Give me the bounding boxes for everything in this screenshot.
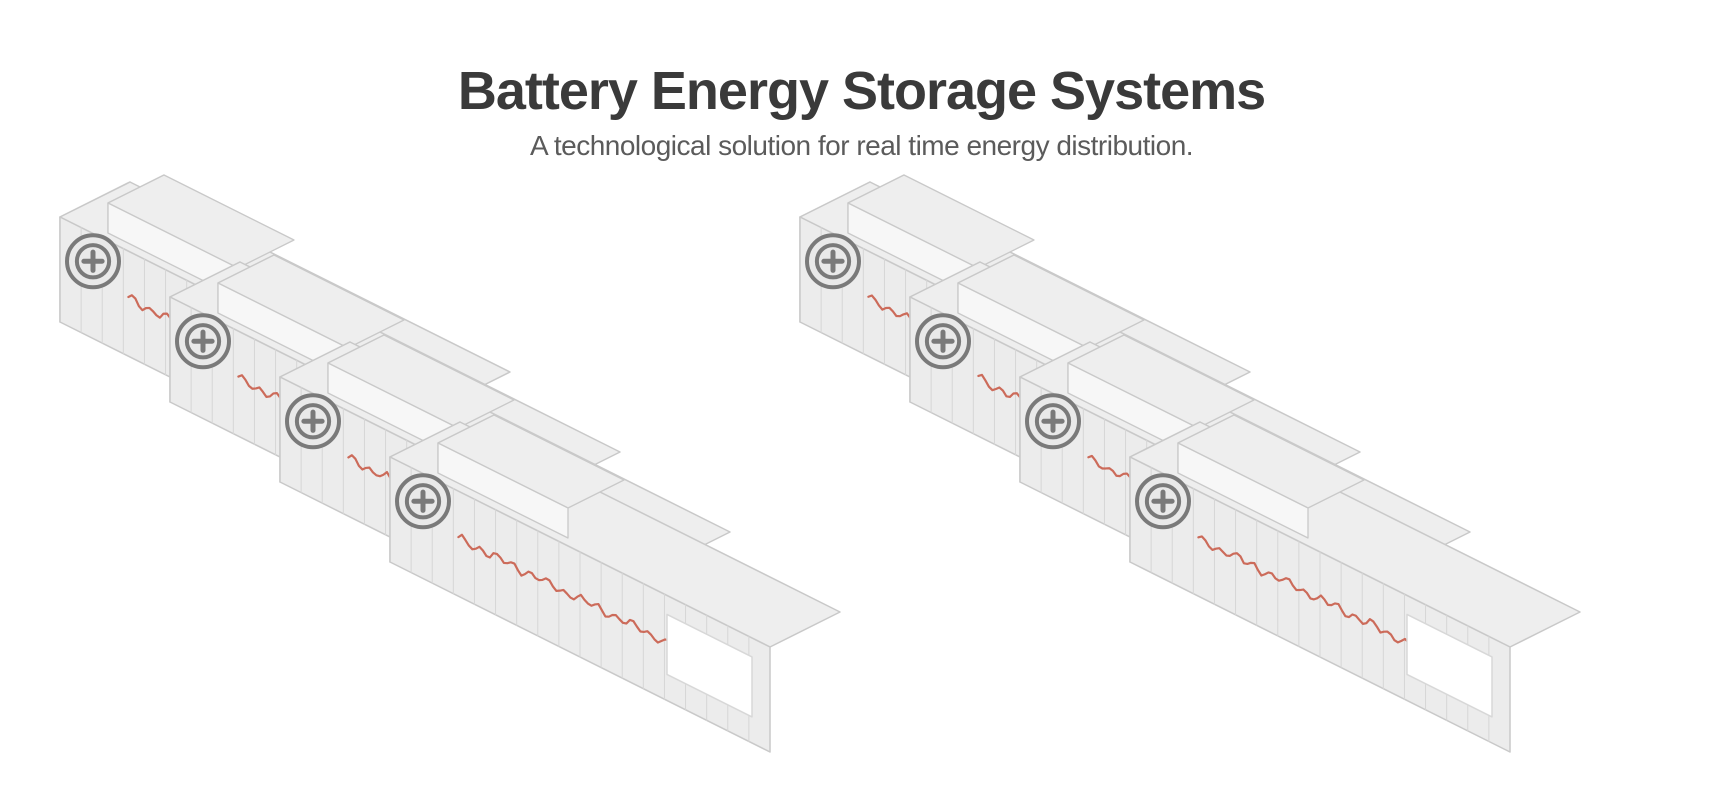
battery-farm-diagram bbox=[0, 162, 1723, 782]
battery-container bbox=[390, 415, 840, 752]
battery-container bbox=[1130, 415, 1580, 752]
battery-farm-svg bbox=[0, 162, 1723, 782]
page-header: Battery Energy Storage Systems A technol… bbox=[0, 0, 1723, 162]
battery-cluster bbox=[800, 175, 1580, 752]
page-title: Battery Energy Storage Systems bbox=[0, 60, 1723, 122]
battery-cluster bbox=[60, 175, 840, 752]
page-subtitle: A technological solution for real time e… bbox=[0, 130, 1723, 162]
